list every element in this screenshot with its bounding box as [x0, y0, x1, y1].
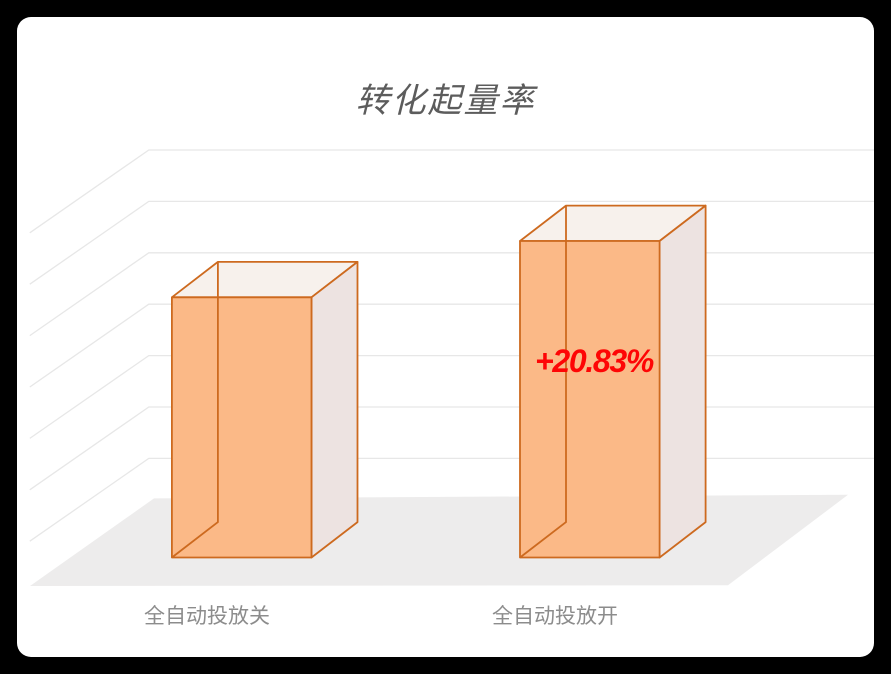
svg-text:全自动投放关: 全自动投放关 [144, 605, 270, 628]
svg-text:全自动投放开: 全自动投放开 [492, 605, 618, 628]
svg-text:+20.83%: +20.83% [535, 343, 654, 379]
